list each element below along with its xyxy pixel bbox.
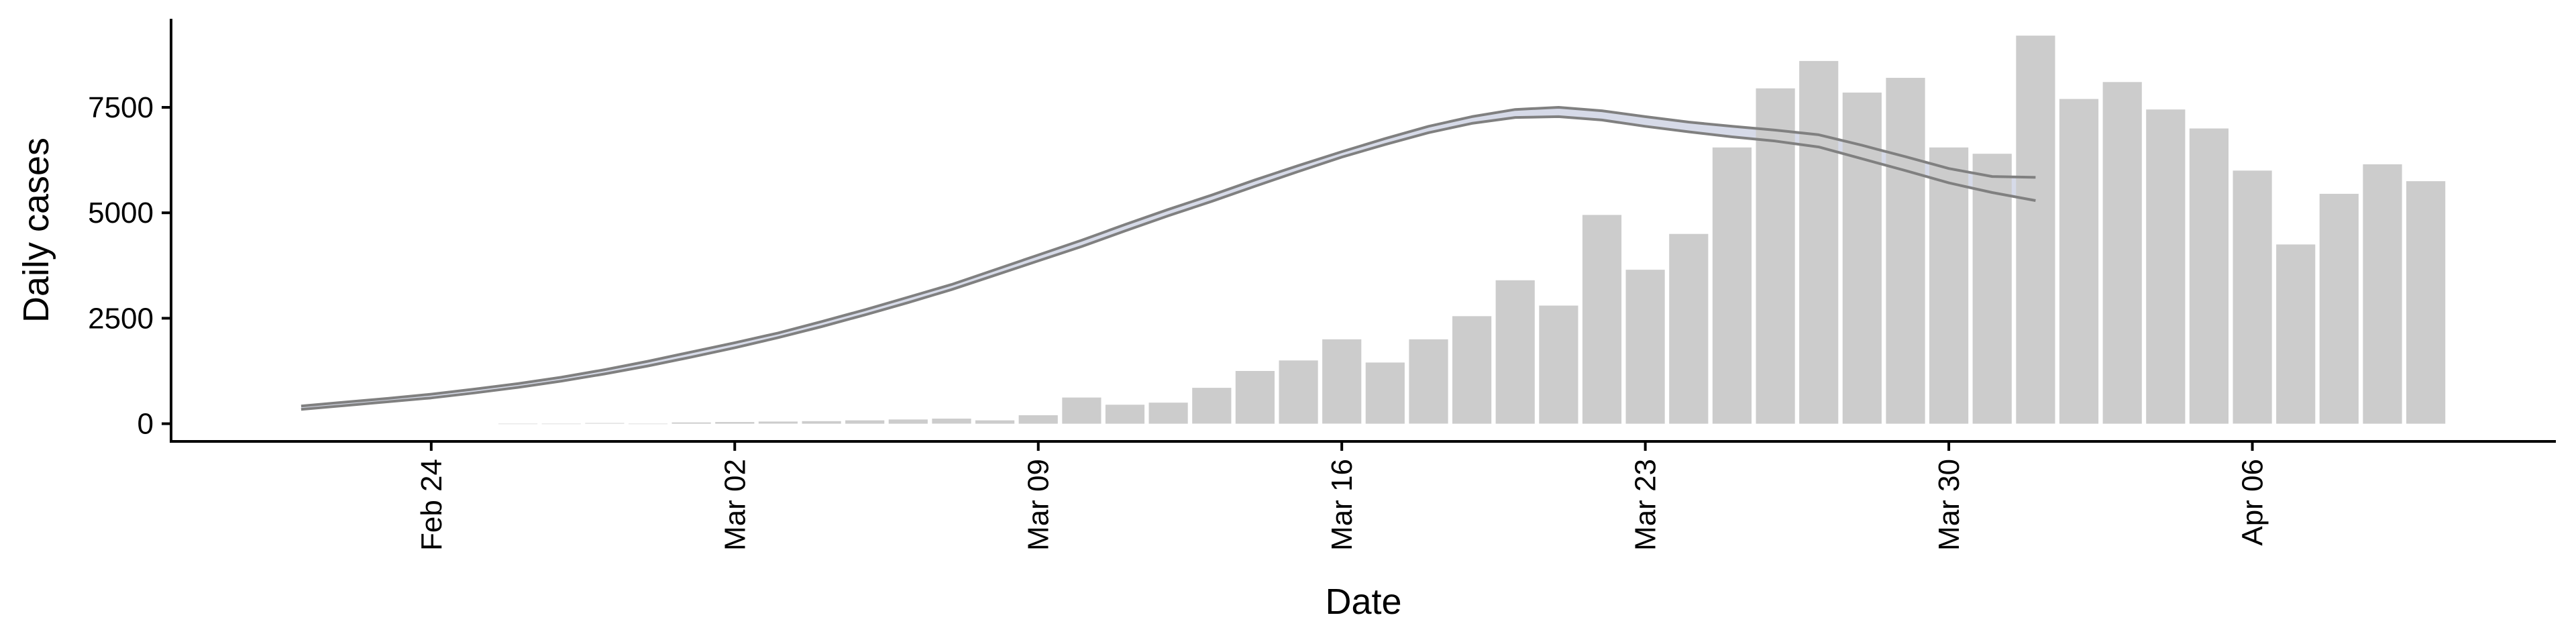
bar-2020-02-27 xyxy=(541,423,581,425)
x-tick-label: Mar 30 xyxy=(1933,459,1966,551)
x-tick-label: Mar 23 xyxy=(1629,459,1662,551)
bar-2020-02-29 xyxy=(628,423,668,425)
bar-2020-03-21 xyxy=(1539,305,1578,424)
bar-2020-03-14 xyxy=(1235,371,1275,424)
bar-2020-04-06 xyxy=(2233,170,2272,424)
x-tick-layer: Feb 24 Mar 02 Mar 09 Mar 16 Mar 23 Mar 30 Apr … xyxy=(415,441,2269,551)
axis-layer xyxy=(170,19,2556,443)
bar-2020-03-29 xyxy=(1886,78,1925,424)
bar-2020-03-25 xyxy=(1712,147,1752,424)
bar-2020-03-15 xyxy=(1279,360,1318,424)
bar-layer xyxy=(498,36,2446,425)
x-axis-title: Date xyxy=(1325,582,1401,622)
bar-2020-04-02 xyxy=(2059,99,2099,424)
bar-2020-04-07 xyxy=(2276,244,2316,424)
bar-2020-03-04 xyxy=(802,421,841,424)
bar-2020-03-24 xyxy=(1669,233,1709,424)
bar-2020-03-03 xyxy=(758,421,798,424)
curve-layer xyxy=(301,106,2036,411)
x-tick-label: Mar 09 xyxy=(1022,459,1055,551)
bar-2020-04-05 xyxy=(2189,128,2229,424)
bar-2020-03-07 xyxy=(932,419,971,424)
bar-2020-03-09 xyxy=(1018,415,1058,424)
bar-2020-03-22 xyxy=(1582,215,1622,424)
bar-2020-03-23 xyxy=(1625,270,1665,424)
x-tick-label: Apr 06 xyxy=(2237,459,2269,546)
bar-2020-04-10 xyxy=(2406,181,2446,424)
bar-2020-02-26 xyxy=(498,423,538,425)
bar-2020-03-19 xyxy=(1452,316,1492,424)
bar-2020-03-16 xyxy=(1322,339,1362,424)
bar-2020-03-18 xyxy=(1409,339,1448,424)
lower-curve xyxy=(301,115,2036,411)
y-tick-label: 0 xyxy=(138,408,154,441)
bar-2020-04-04 xyxy=(2146,109,2186,424)
bar-2020-03-20 xyxy=(1495,280,1535,424)
bar-2020-03-10 xyxy=(1062,397,1102,424)
bar-2020-03-27 xyxy=(1799,60,1839,424)
bar-2020-03-12 xyxy=(1148,402,1188,424)
bar-2020-04-08 xyxy=(2319,193,2359,424)
bar-2020-03-13 xyxy=(1192,388,1232,424)
bar-2020-03-08 xyxy=(975,420,1015,424)
bar-2020-03-30 xyxy=(1929,147,1969,424)
bar-2020-03-02 xyxy=(715,422,755,424)
bar-2020-02-28 xyxy=(585,423,625,424)
y-tick-label: 5000 xyxy=(88,197,154,229)
bar-2020-04-09 xyxy=(2363,164,2402,424)
bar-2020-03-17 xyxy=(1365,362,1405,424)
bar-2020-03-01 xyxy=(672,422,711,424)
y-tick-layer: 0 2500 5000 7500 xyxy=(88,91,171,441)
x-tick-label: Feb 24 xyxy=(415,459,448,551)
bar-2020-03-26 xyxy=(1756,88,1795,424)
x-tick-label: Mar 16 xyxy=(1326,459,1358,551)
bar-2020-03-05 xyxy=(845,420,885,424)
y-axis-title: Daily cases xyxy=(16,138,56,323)
y-tick-label: 2500 xyxy=(88,302,154,335)
x-tick-label: Mar 02 xyxy=(718,459,751,551)
bar-2020-03-06 xyxy=(888,419,928,424)
bar-2020-04-01 xyxy=(2016,36,2055,424)
y-tick-label: 7500 xyxy=(88,91,154,124)
bar-2020-03-11 xyxy=(1105,405,1145,424)
bar-2020-04-03 xyxy=(2102,82,2142,424)
upper-curve xyxy=(301,106,2036,408)
bar-2020-03-31 xyxy=(1972,154,2012,424)
